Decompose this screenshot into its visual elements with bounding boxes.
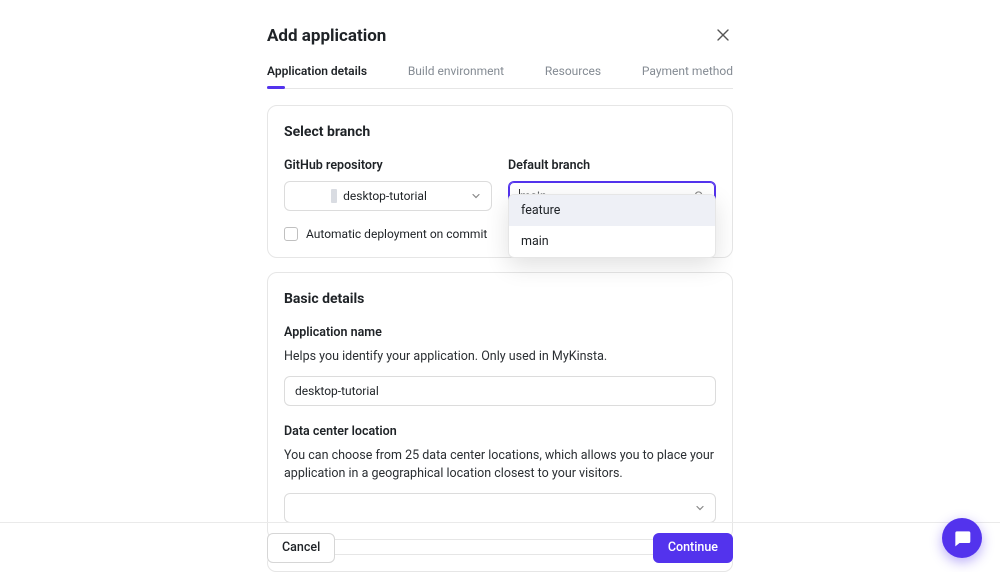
chat-fab[interactable] <box>942 518 982 558</box>
app-name-input[interactable] <box>295 384 687 398</box>
app-name-label: Application name <box>284 325 716 340</box>
close-icon <box>717 29 729 41</box>
tab-application-details[interactable]: Application details <box>267 64 367 88</box>
branch-label: Default branch <box>508 158 716 173</box>
location-help: You can choose from 25 data center locat… <box>284 447 716 483</box>
basic-details-card: Basic details Application name Helps you… <box>267 272 733 540</box>
auto-deploy-label: Automatic deployment on commit <box>306 227 487 241</box>
location-label: Data center location <box>284 424 716 439</box>
tab-payment-method[interactable]: Payment method <box>642 64 733 88</box>
tab-build-environment[interactable]: Build environment <box>408 64 504 88</box>
repo-value: desktop-tutorial <box>343 189 427 203</box>
repo-label: GitHub repository <box>284 158 492 173</box>
select-branch-card: Select branch GitHub repository desktop-… <box>267 105 733 258</box>
continue-button[interactable]: Continue <box>653 533 733 563</box>
tab-resources[interactable]: Resources <box>545 64 601 88</box>
app-name-input-wrap <box>284 376 716 406</box>
branch-option-main[interactable]: main <box>509 226 715 257</box>
page-title: Add application <box>267 26 386 46</box>
section-title-basic: Basic details <box>284 291 716 307</box>
chat-icon <box>952 528 972 548</box>
close-button[interactable] <box>713 24 733 48</box>
repo-select[interactable]: desktop-tutorial <box>284 181 492 211</box>
repo-icon <box>331 189 337 203</box>
section-title-branch: Select branch <box>284 124 716 140</box>
branch-option-feature[interactable]: feature <box>509 195 715 226</box>
auto-deploy-checkbox[interactable] <box>284 227 298 241</box>
cancel-button[interactable]: Cancel <box>267 533 335 563</box>
branch-dropdown: feature main <box>508 194 716 258</box>
location-select[interactable] <box>284 493 716 523</box>
chevron-down-icon <box>471 191 481 201</box>
footer: Cancel Continue <box>0 522 1000 572</box>
chevron-down-icon <box>695 503 705 513</box>
app-name-help: Helps you identify your application. Onl… <box>284 348 716 366</box>
tabs-nav: Application details Build environment Re… <box>267 64 733 89</box>
